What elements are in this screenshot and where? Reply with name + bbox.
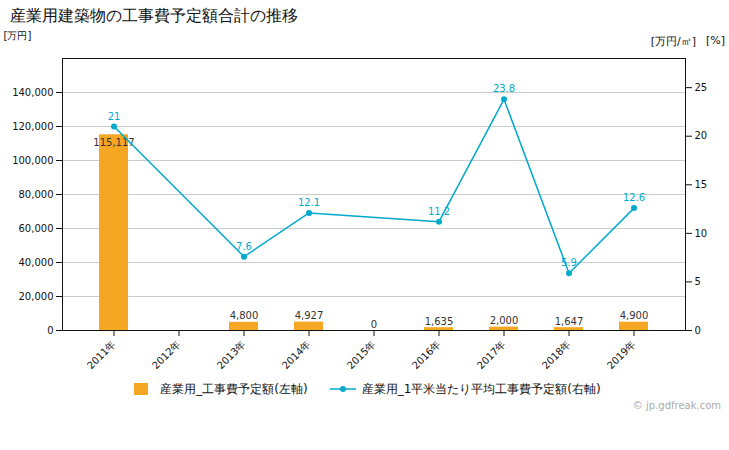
svg-text:12.6: 12.6 [623, 192, 645, 203]
svg-text:140,000: 140,000 [12, 87, 53, 98]
svg-text:12.1: 12.1 [298, 197, 320, 208]
svg-text:[万円]: [万円] [4, 30, 32, 41]
svg-text:0: 0 [695, 325, 701, 336]
svg-text:2016年: 2016年 [410, 338, 443, 371]
svg-text:20: 20 [695, 130, 708, 141]
svg-text:2,000: 2,000 [490, 315, 519, 326]
svg-text:11.2: 11.2 [428, 206, 450, 217]
svg-text:1,635: 1,635 [425, 316, 454, 327]
svg-text:21: 21 [108, 111, 121, 122]
svg-text:2014年: 2014年 [280, 338, 313, 371]
svg-text:4,800: 4,800 [230, 310, 259, 321]
svg-text:115,117: 115,117 [93, 137, 134, 148]
svg-text:4,900: 4,900 [620, 310, 649, 321]
svg-text:2017年: 2017年 [475, 338, 508, 371]
svg-text:2013年: 2013年 [215, 338, 248, 371]
svg-text:10: 10 [695, 228, 708, 239]
svg-text:2012年: 2012年 [150, 338, 183, 371]
html-text:産業用_1平米当たり平均工事費予定額(右軸): 産業用_1平米当たり平均工事費予定額(右軸) [361, 381, 601, 396]
svg-text:7.6: 7.6 [236, 241, 252, 252]
svg-text:20,000: 20,000 [19, 291, 54, 302]
html-text:産業用建築物の工事費予定額合計の推移: 産業用建築物の工事費予定額合計の推移 [10, 6, 298, 25]
svg-text:120,000: 120,000 [12, 121, 53, 132]
svg-text:15: 15 [695, 179, 708, 190]
svg-text:2019年: 2019年 [605, 338, 638, 371]
svg-text:80,000: 80,000 [19, 189, 54, 200]
html-text:産業用_工事費予定額(左軸): 産業用_工事費予定額(左軸) [160, 381, 308, 396]
svg-text:0: 0 [47, 325, 53, 336]
svg-text:25: 25 [695, 82, 708, 93]
svg-text:2011年: 2011年 [85, 338, 118, 371]
svg-text:100,000: 100,000 [12, 155, 53, 166]
svg-text:1,647: 1,647 [555, 316, 584, 327]
svg-text:40,000: 40,000 [19, 257, 54, 268]
html-text:[万円/㎡]: [万円/㎡] [650, 35, 696, 48]
svg-text:2018年: 2018年 [540, 338, 573, 371]
svg-text:0: 0 [371, 319, 377, 330]
svg-text:5.9: 5.9 [561, 257, 577, 268]
svg-text:5: 5 [695, 276, 701, 287]
svg-text:4,927: 4,927 [295, 310, 324, 321]
svg-text:60,000: 60,000 [19, 223, 54, 234]
svg-text:23.8: 23.8 [493, 83, 515, 94]
svg-text:2015年: 2015年 [345, 338, 378, 371]
html-text:© jp.gdfreak.com: © jp.gdfreak.com [632, 400, 721, 411]
